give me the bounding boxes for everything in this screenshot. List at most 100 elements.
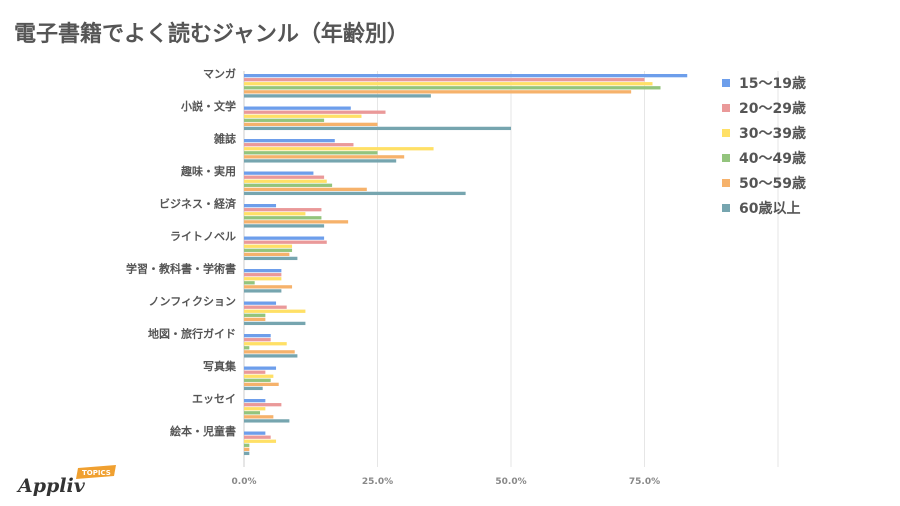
bar [244,212,306,216]
bar [244,321,306,326]
bar [244,313,266,317]
bar [244,139,335,143]
bar [244,143,354,147]
bar [244,224,325,228]
bar [244,350,295,354]
bar [244,334,271,338]
bar [244,191,466,196]
legend-item: 50〜59歳 [722,170,806,195]
bar [244,74,688,78]
bar [244,122,378,126]
bar [244,240,327,244]
bar [244,439,277,443]
bar [244,309,306,313]
bar [244,273,282,277]
bar [244,269,282,273]
bar [244,244,293,248]
bar [244,346,250,350]
legend-swatch [722,178,730,187]
logo-brand-text: Appliv [16,475,86,497]
bar [244,285,293,289]
category-label: 学習・教科書・学術書 [126,261,236,275]
bar [244,204,277,208]
category-label: マンガ [203,66,236,80]
bar [244,407,266,411]
bar [244,82,653,86]
bar [244,386,263,391]
bar [244,171,314,175]
bar [244,90,632,94]
appliv-logo-graphic: Appliv TOPICS [16,465,116,497]
bar [244,252,290,256]
bar [244,118,325,122]
bar [244,403,282,407]
bar [244,431,266,435]
appliv-logo: Appliv TOPICS [16,462,126,498]
bar [244,342,287,346]
legend-swatch [722,78,730,87]
bar [244,443,250,447]
bar [244,411,261,415]
bar [244,366,277,370]
legend-item: 40〜49歳 [722,145,806,170]
category-label: ビジネス・経済 [159,196,237,210]
category-label: エッセイ [192,392,236,405]
bar [244,415,274,419]
bar [244,187,367,191]
bar [244,94,431,98]
logo-badge-text: TOPICS [82,469,111,477]
logo-badge-shape [76,465,116,479]
legend-label: 50〜59歳 [739,175,806,192]
bar [244,435,271,439]
bar [244,110,386,114]
x-tick-label: 0.0% [232,477,257,487]
category-label: 写真集 [203,359,237,373]
bar [244,301,277,305]
bar [244,216,322,220]
legend-label: 40〜49歳 [739,150,806,167]
bar [244,338,271,342]
category-label: ノンフィクション [149,295,236,308]
bar [244,399,266,403]
legend-label: 15〜19歳 [739,75,806,92]
bar [244,106,351,110]
bar [244,370,266,374]
bar [244,248,293,252]
bar [244,236,325,240]
bar [244,317,266,321]
legend-label: 60歳以上 [739,200,801,217]
bar [244,256,298,261]
bar [244,354,298,358]
bar [244,378,271,382]
category-label: 地図・旅行ガイド [148,326,236,340]
bar [244,151,378,155]
bar [244,419,290,423]
legend-item: 20〜29歳 [722,95,806,120]
legend-item: 60歳以上 [722,195,806,220]
legend-swatch [722,103,730,112]
bar [244,374,274,378]
bar [244,451,250,456]
bar [244,159,397,163]
category-label: 絵本・児童書 [170,424,236,438]
category-label: 雑誌 [213,131,236,145]
bar [244,147,434,151]
x-tick-label: 25.0% [362,477,393,487]
category-label: 小説・文学 [180,99,236,113]
bar [244,277,282,281]
legend-item: 15〜19歳 [722,70,806,95]
bar [244,183,333,187]
bar [244,155,405,159]
bar [244,305,287,309]
bar [244,281,255,285]
bar [244,175,325,179]
bar [244,220,349,224]
bar [244,447,250,451]
x-tick-label: 75.0% [629,477,660,487]
legend-item: 30〜39歳 [722,120,806,145]
bar [244,126,511,131]
bar [244,179,327,183]
category-label: ライトノベル [170,230,236,243]
legend-swatch [722,203,730,212]
